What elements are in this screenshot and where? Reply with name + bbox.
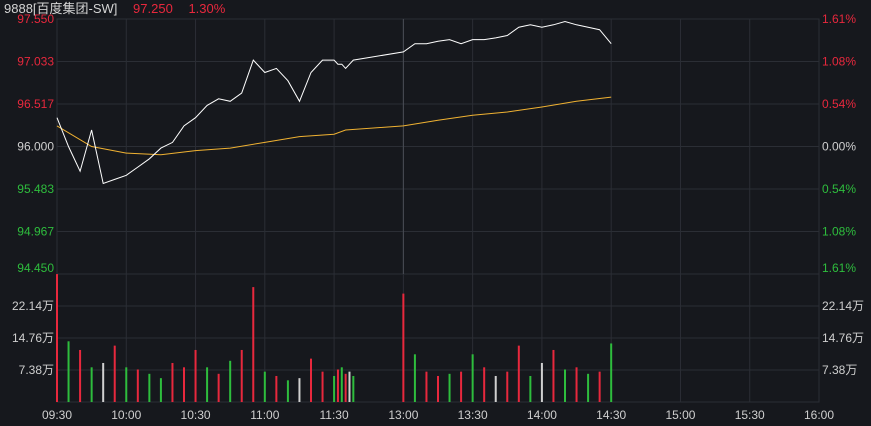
volume-bar — [148, 373, 151, 402]
volume-tick-label-right: 14.76万 — [822, 331, 864, 345]
volume-bar — [529, 375, 532, 402]
volume-tick-label-right: 22.14万 — [822, 299, 864, 313]
price-line — [56, 20, 612, 185]
chart-frame — [56, 18, 820, 403]
volume-bar — [67, 341, 70, 402]
volume-bar — [448, 373, 451, 402]
percent-tick-label: 0.54% — [822, 182, 856, 196]
time-tick-label: 13:30 — [458, 408, 488, 422]
volume-bar — [125, 367, 128, 402]
volume-bar — [483, 367, 486, 402]
percent-tick-label: 0.54% — [822, 97, 856, 111]
volume-bar — [263, 371, 266, 402]
time-tick-label: 11:30 — [320, 408, 349, 422]
volume-bar — [402, 293, 405, 402]
price-tick-label: 96.000 — [17, 140, 54, 154]
volume-bar — [56, 274, 58, 402]
volume-bar — [183, 367, 185, 402]
volume-bar — [610, 343, 613, 402]
volume-bar — [90, 367, 93, 402]
last-price: 97.250 — [133, 1, 173, 16]
time-tick-label: 10:30 — [181, 408, 211, 422]
volume-bar — [564, 369, 566, 402]
price-tick-label: 96.517 — [17, 97, 54, 111]
volume-bar — [348, 371, 351, 402]
volume-bar — [336, 369, 339, 402]
stock-name: 9888[百度集团-SW] — [4, 1, 118, 16]
volume-bar — [113, 345, 116, 402]
price-tick-label: 97.550 — [17, 12, 54, 26]
time-tick-label: 11:00 — [250, 408, 279, 422]
price-tick-label: 95.483 — [17, 182, 54, 196]
volume-bar — [217, 373, 220, 402]
time-tick-label: 14:30 — [596, 408, 626, 422]
volume-bar — [240, 349, 243, 402]
percent-tick-label: 1.08% — [822, 55, 856, 69]
volume-bar — [333, 375, 336, 402]
volume-bar — [506, 371, 509, 402]
volume-bar — [159, 378, 162, 402]
percent-tick-label: 1.61% — [822, 12, 856, 26]
volume-bar — [229, 360, 232, 402]
volume-bar — [275, 375, 278, 402]
volume-bar — [79, 349, 82, 402]
volume-bar — [587, 373, 590, 402]
volume-bar — [310, 358, 312, 402]
volume-bar — [517, 345, 520, 402]
volume-bar — [102, 362, 105, 402]
volume-bar — [352, 375, 355, 402]
volume-tick-label: 14.76万 — [12, 331, 54, 345]
price-tick-label: 94.967 — [17, 224, 54, 238]
volume-bar — [344, 373, 347, 402]
volume-bar — [540, 362, 543, 402]
volume-bar — [494, 375, 497, 402]
volume-bar — [460, 371, 463, 402]
volume-bar — [136, 369, 139, 402]
percent-tick-label: 1.08% — [822, 224, 856, 238]
time-tick-label: 16:00 — [804, 408, 834, 422]
volume-bar — [552, 349, 555, 402]
volume-bar — [471, 354, 474, 402]
volume-bar — [171, 362, 174, 402]
volume-tick-label: 22.14万 — [12, 299, 54, 313]
volume-tick-label-right: 7.38万 — [822, 363, 857, 377]
time-tick-label: 15:00 — [665, 408, 695, 422]
average-price-line — [56, 96, 612, 156]
time-tick-label: 13:00 — [388, 408, 418, 422]
time-tick-label: 10:00 — [111, 408, 141, 422]
percent-tick-label: 1.61% — [822, 261, 856, 275]
volume-bar — [598, 371, 601, 402]
chart-header: 9888[百度集团-SW] 97.250 1.30% — [4, 1, 237, 17]
volume-bar — [413, 354, 416, 402]
volume-bar — [194, 349, 197, 402]
volume-tick-label: 7.38万 — [19, 363, 54, 377]
change-percent: 1.30% — [188, 1, 226, 16]
volume-bar — [252, 287, 255, 402]
volume-bar — [437, 375, 439, 402]
volume-bar — [340, 367, 343, 402]
volume-bar — [206, 367, 209, 402]
price-tick-label: 94.450 — [17, 261, 54, 275]
volume-bar — [298, 378, 301, 402]
time-tick-label: 15:30 — [735, 408, 765, 422]
volume-bar — [321, 371, 324, 402]
time-tick-label: 14:00 — [527, 408, 557, 422]
percent-tick-label: 0.00% — [822, 140, 856, 154]
volume-bar — [575, 367, 578, 402]
volume-bar — [425, 371, 428, 402]
volume-bar — [286, 380, 289, 402]
price-tick-label: 97.033 — [17, 55, 54, 69]
time-tick-label: 09:30 — [42, 408, 72, 422]
